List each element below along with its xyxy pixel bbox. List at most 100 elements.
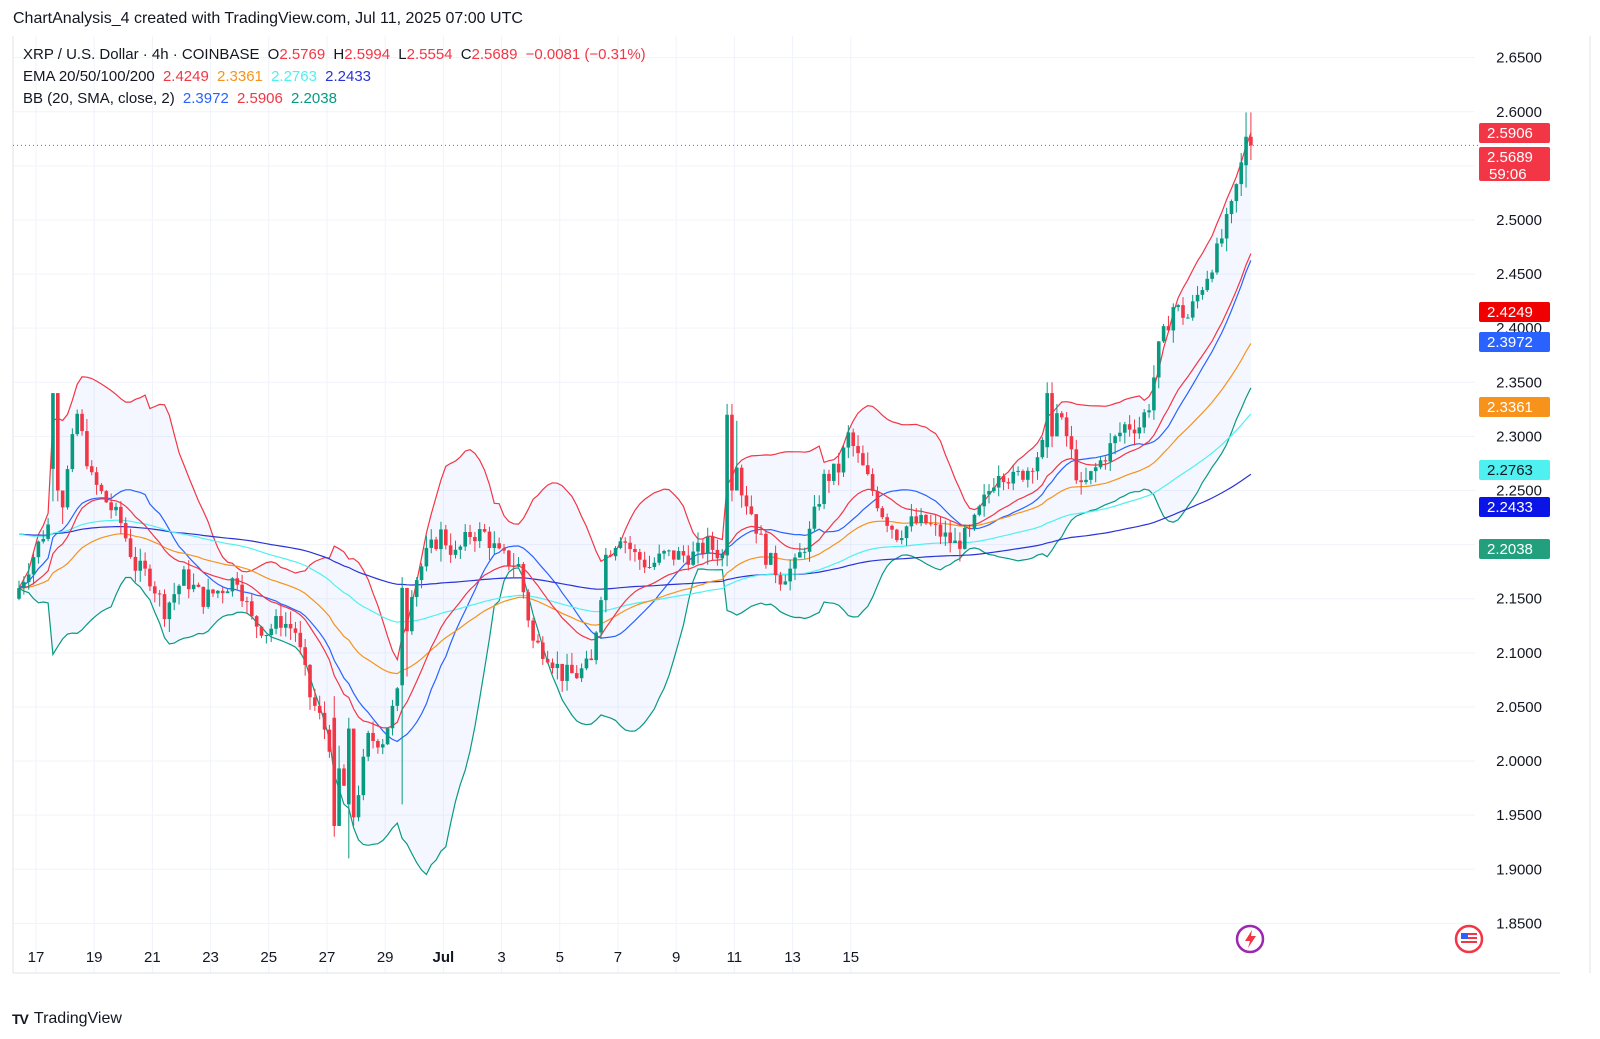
candle-body[interactable] [1098,460,1103,468]
candle-body[interactable] [929,523,933,525]
candle-body[interactable] [870,474,875,492]
candle-body[interactable] [1181,305,1185,318]
candle-body[interactable] [274,616,278,629]
candle-body[interactable] [99,484,104,492]
candle-body[interactable] [148,568,152,587]
candle-body[interactable] [434,539,438,550]
candle-body[interactable] [817,504,822,507]
candle-body[interactable] [570,664,574,674]
candle-body[interactable] [123,523,128,539]
candle-body[interactable] [1118,432,1122,437]
candle-body[interactable] [764,533,768,565]
candle-body[interactable] [560,663,564,681]
bb-legend[interactable]: BB (20, SMA, close, 2) 2.3972 2.5906 2.2… [23,90,341,107]
candle-body[interactable] [31,557,36,575]
candle-body[interactable] [70,434,75,470]
candle-body[interactable] [890,525,894,530]
candle-body[interactable] [1074,449,1079,481]
candle-body[interactable] [924,514,928,524]
candle-body[interactable] [89,466,94,473]
candle-body[interactable] [633,548,637,553]
candle-body[interactable] [429,539,434,548]
candle-body[interactable] [705,536,710,554]
candle-body[interactable] [730,414,734,491]
candle-body[interactable] [1108,443,1113,462]
candle-body[interactable] [1229,201,1234,215]
candle-body[interactable] [1001,475,1006,483]
candle-body[interactable] [230,578,235,592]
candle-body[interactable] [623,541,628,543]
candle-body[interactable] [938,524,943,537]
candle-body[interactable] [85,431,89,467]
candle-body[interactable] [642,559,647,568]
candle-body[interactable] [128,538,133,557]
candle-body[interactable] [1156,341,1161,378]
candle-body[interactable] [962,527,967,549]
candle-body[interactable] [1210,272,1214,279]
candle-body[interactable] [841,447,846,473]
candle-body[interactable] [550,662,555,669]
candle-body[interactable] [75,413,79,435]
candle-body[interactable] [347,728,351,805]
candle-body[interactable] [759,533,763,535]
candle-body[interactable] [802,551,807,553]
candle-body[interactable] [919,514,923,523]
candle-body[interactable] [793,557,797,569]
candle-body[interactable] [477,529,482,542]
candle-body[interactable] [1176,305,1180,308]
candle-body[interactable] [618,541,623,548]
candle-body[interactable] [608,554,613,557]
bb-label[interactable]: BB (20, SMA, close, 2) [23,90,175,107]
candle-body[interactable] [836,463,841,473]
candle-body[interactable] [342,768,346,786]
candle-body[interactable] [778,575,783,585]
candle-body[interactable] [463,532,467,547]
candle-body[interactable] [337,768,341,826]
candle-body[interactable] [783,581,788,585]
candle-body[interactable] [1137,427,1142,434]
candle-body[interactable] [419,566,424,581]
candle-body[interactable] [177,585,181,595]
candle-body[interactable] [240,584,244,602]
candle-body[interactable] [1103,460,1108,462]
candle-body[interactable] [206,589,210,607]
candle-body[interactable] [521,564,526,593]
candle-body[interactable] [725,414,729,556]
candle-body[interactable] [812,506,817,529]
candle-body[interactable] [46,524,50,539]
candle-body[interactable] [1220,238,1224,244]
candle-body[interactable] [444,529,448,546]
candle-body[interactable] [317,705,322,713]
candle-body[interactable] [1089,471,1093,480]
candle-body[interactable] [1050,393,1054,437]
candle-body[interactable] [754,514,758,534]
candle-body[interactable] [264,634,269,636]
candle-body[interactable] [220,590,225,594]
ema-legend[interactable]: EMA 20/50/100/200 2.4249 2.3361 2.2763 2… [23,68,375,85]
candle-body[interactable] [856,446,860,454]
candle-body[interactable] [380,744,385,748]
candle-body[interactable] [254,616,259,627]
candle-body[interactable] [647,567,652,569]
candle-body[interactable] [967,527,972,529]
candle-body[interactable] [1035,457,1040,472]
candle-body[interactable] [424,547,429,567]
candle-body[interactable] [196,584,201,587]
candle-body[interactable] [851,432,855,447]
candle-body[interactable] [351,728,356,818]
candle-body[interactable] [1215,243,1219,273]
candle-body[interactable] [846,432,851,448]
candle-body[interactable] [332,717,337,826]
candle-body[interactable] [1011,471,1016,484]
candle-body[interactable] [880,508,885,518]
candle-body[interactable] [191,584,196,590]
candle-body[interactable] [885,517,889,526]
candle-body[interactable] [502,548,506,551]
candle-body[interactable] [807,528,812,552]
candle-body[interactable] [1147,410,1151,413]
candle-body[interactable] [1132,429,1137,434]
candle-body[interactable] [1152,377,1156,411]
candle-body[interactable] [977,506,982,515]
candle-body[interactable] [94,472,99,485]
